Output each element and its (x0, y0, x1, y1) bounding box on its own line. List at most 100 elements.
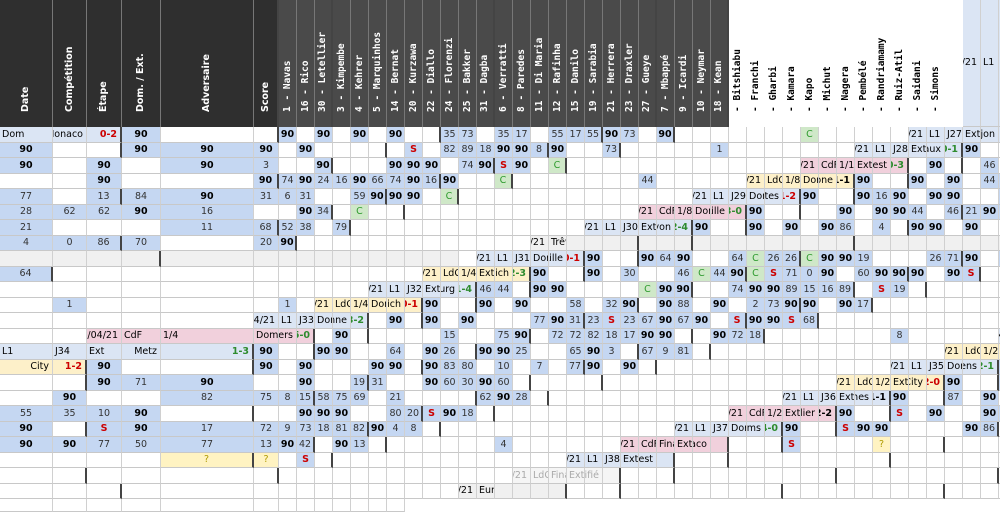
minutes-cell[interactable] (675, 127, 693, 143)
minutes-cell[interactable] (639, 390, 657, 406)
minutes-cell[interactable]: S (963, 266, 981, 282)
minutes-cell[interactable]: 90 (837, 204, 855, 220)
minutes-cell[interactable] (747, 344, 765, 360)
row-etape[interactable]: 1/4 - A (459, 266, 477, 282)
minutes-cell[interactable]: 90 (855, 189, 873, 205)
minutes-cell[interactable] (405, 251, 423, 267)
minutes-cell[interactable] (927, 328, 945, 344)
minutes-cell[interactable]: 90 (351, 173, 369, 189)
minutes-cell[interactable]: 64 (657, 251, 675, 267)
minutes-cell[interactable] (855, 483, 873, 499)
minutes-cell[interactable]: 18 (747, 328, 765, 344)
minutes-cell[interactable] (254, 483, 279, 499)
minutes-cell[interactable] (513, 359, 531, 375)
minutes-cell[interactable] (693, 142, 711, 158)
minutes-cell[interactable] (53, 173, 87, 189)
minutes-cell[interactable] (369, 251, 387, 267)
minutes-cell[interactable] (981, 375, 999, 391)
minutes-cell[interactable] (891, 421, 909, 437)
minutes-cell[interactable] (711, 483, 729, 499)
minutes-cell[interactable] (495, 406, 513, 422)
minutes-cell[interactable]: 86 (837, 220, 855, 236)
minutes-cell[interactable]: 0 (801, 266, 819, 282)
minutes-cell[interactable] (765, 452, 783, 468)
minutes-cell[interactable] (495, 421, 513, 437)
player-header[interactable]: 15 - Danilo (567, 0, 585, 127)
minutes-cell[interactable]: 89 (459, 142, 477, 158)
header-adversaire[interactable]: Adversaire (161, 0, 254, 127)
header-etape[interactable]: Étape (87, 0, 122, 127)
row-adversaire[interactable] (531, 483, 549, 499)
minutes-cell[interactable]: 90 (963, 142, 981, 158)
minutes-cell[interactable] (405, 468, 423, 484)
minutes-cell[interactable]: 82 (441, 142, 459, 158)
minutes-cell[interactable]: 21 (387, 390, 405, 406)
minutes-cell[interactable]: 90 (477, 297, 495, 313)
player-header[interactable]: 5 - Marquinhos (369, 0, 387, 127)
header-date[interactable]: Date (0, 0, 53, 127)
minutes-cell[interactable] (567, 483, 585, 499)
minutes-cell[interactable] (531, 173, 549, 189)
minutes-cell[interactable]: 73 (459, 127, 477, 143)
minutes-cell[interactable] (909, 282, 927, 298)
minutes-cell[interactable]: 46 (477, 282, 495, 298)
minutes-cell[interactable] (639, 375, 657, 391)
row-adversaire[interactable]: Dijon (981, 127, 999, 143)
minutes-cell[interactable] (693, 406, 711, 422)
minutes-cell[interactable] (405, 375, 423, 391)
minutes-cell[interactable]: S (783, 437, 801, 453)
minutes-cell[interactable] (783, 142, 801, 158)
minutes-cell[interactable] (693, 483, 711, 499)
minutes-cell[interactable] (333, 375, 351, 391)
row-etape[interactable]: 1/16 (837, 158, 855, 174)
minutes-cell[interactable] (495, 313, 513, 329)
minutes-cell[interactable] (873, 452, 891, 468)
minutes-cell[interactable] (122, 266, 161, 282)
minutes-cell[interactable]: 34 (315, 204, 333, 220)
minutes-cell[interactable]: 46 (675, 266, 693, 282)
minutes-cell[interactable] (351, 359, 369, 375)
minutes-cell[interactable]: S (891, 406, 909, 422)
row-competition[interactable]: L1 (927, 127, 945, 143)
minutes-cell[interactable] (387, 220, 405, 236)
minutes-cell[interactable]: 84 (122, 189, 161, 205)
row-adversaire[interactable]: Strasbourg (441, 282, 459, 298)
minutes-cell[interactable] (837, 359, 855, 375)
minutes-cell[interactable] (639, 297, 657, 313)
minutes-cell[interactable] (657, 158, 675, 174)
minutes-cell[interactable] (981, 483, 999, 499)
minutes-cell[interactable]: 90 (711, 297, 729, 313)
minutes-cell[interactable]: 66 (369, 173, 387, 189)
minutes-cell[interactable]: 74 (459, 158, 477, 174)
row-competition[interactable]: L1 (279, 313, 297, 329)
row-date[interactable]: 19/05/21 (621, 437, 639, 453)
minutes-cell[interactable]: 90 (254, 142, 279, 158)
minutes-cell[interactable] (333, 468, 351, 484)
minutes-cell[interactable] (747, 359, 765, 375)
minutes-cell[interactable]: 90 (963, 220, 981, 236)
player-header[interactable]: 6 - Verratti (495, 0, 513, 127)
minutes-cell[interactable] (747, 142, 765, 158)
minutes-cell[interactable] (945, 452, 963, 468)
minutes-cell[interactable] (585, 142, 603, 158)
minutes-cell[interactable] (423, 235, 441, 251)
minutes-cell[interactable]: 16 (333, 173, 351, 189)
minutes-cell[interactable] (621, 344, 639, 360)
minutes-cell[interactable] (161, 282, 254, 298)
minutes-cell[interactable] (819, 421, 837, 437)
player-header[interactable]: - Franchi (747, 0, 765, 127)
minutes-cell[interactable] (801, 421, 819, 437)
minutes-cell[interactable] (693, 235, 711, 251)
row-date[interactable]: 03/04/21 (477, 251, 495, 267)
minutes-cell[interactable]: 62 (53, 204, 87, 220)
minutes-cell[interactable]: 55 (549, 127, 567, 143)
minutes-cell[interactable]: 68 (801, 313, 819, 329)
minutes-cell[interactable]: 90 (963, 251, 981, 267)
minutes-cell[interactable] (855, 344, 873, 360)
minutes-cell[interactable] (315, 452, 333, 468)
minutes-cell[interactable] (747, 375, 765, 391)
minutes-cell[interactable] (405, 220, 423, 236)
minutes-cell[interactable]: 60 (441, 375, 459, 391)
minutes-cell[interactable] (855, 452, 873, 468)
minutes-cell[interactable] (783, 344, 801, 360)
